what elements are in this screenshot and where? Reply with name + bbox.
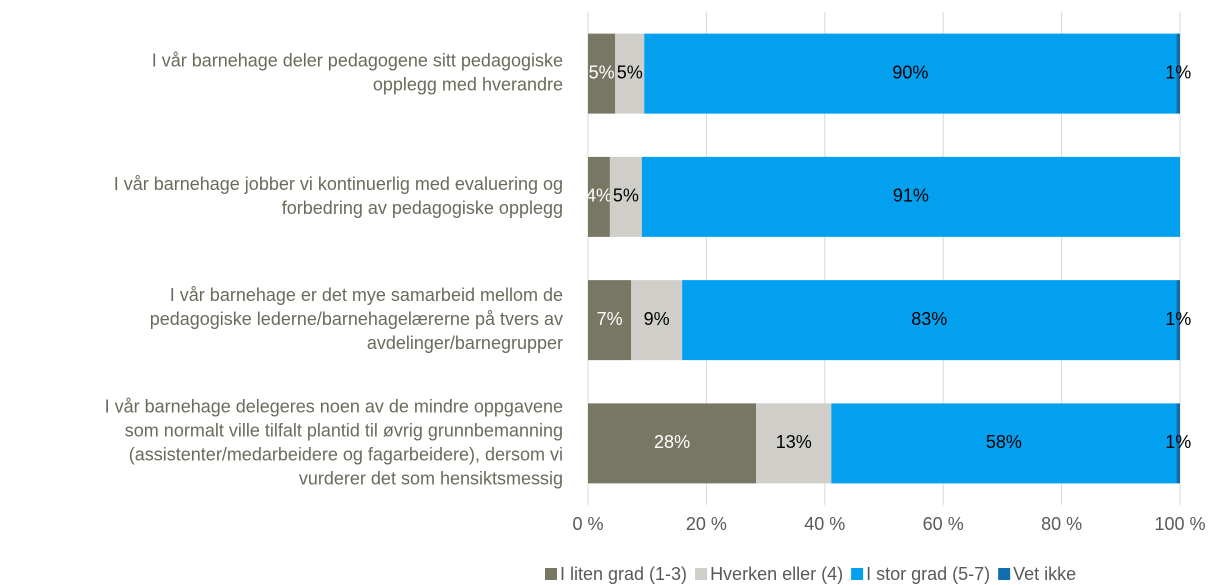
legend-label: I stor grad (5-7) [866, 564, 990, 584]
category-line: forbedring av pedagogiske opplegg [282, 198, 563, 218]
category-line: opplegg med hverandre [373, 74, 563, 94]
category-line: vurderer det som hensiktsmessig [299, 468, 563, 488]
value-label: 1% [1165, 62, 1191, 82]
value-label: 5% [613, 186, 639, 206]
x-tick-label: 40 % [804, 514, 845, 534]
value-label: 5% [617, 62, 643, 82]
category-line: avdelinger/barnegrupper [367, 333, 563, 353]
bar-segment [588, 33, 616, 114]
value-label: 91% [893, 186, 929, 206]
category-label: I vår barnehage er det mye samarbeid mel… [150, 285, 563, 353]
bar-segment [831, 403, 1177, 484]
x-tick-label: 20 % [686, 514, 727, 534]
category-line: I vår barnehage delegeres noen av de min… [105, 396, 563, 416]
value-label: 90% [892, 62, 928, 82]
category-line: I vår barnehage jobber vi kontinuerlig m… [114, 174, 563, 194]
bar-segment [1176, 280, 1180, 361]
value-label: 1% [1165, 309, 1191, 329]
bar-segment [1176, 403, 1180, 484]
legend: I liten grad (1-3) Hverken eller (4) I sto… [545, 564, 1076, 584]
bar-segment [641, 156, 1180, 237]
x-tick-label: 80 % [1041, 514, 1082, 534]
legend-label: Vet ikke [1013, 564, 1076, 584]
category-line: I vår barnehage er det mye samarbeid mel… [170, 285, 563, 305]
legend-label: Hverken eller (4) [710, 564, 843, 584]
value-label: 7% [597, 309, 623, 329]
legend-swatch [851, 568, 864, 580]
legend-swatch [545, 568, 557, 580]
value-label: 1% [1165, 432, 1191, 452]
bar-segment [588, 156, 610, 237]
x-tick-label: 0 % [572, 514, 603, 534]
bar-segment [609, 156, 642, 237]
category-line: pedagogiske lederne/barnehagelærerne på … [150, 309, 563, 329]
category-label: I vår barnehage jobber vi kontinuerlig m… [114, 174, 563, 218]
bar-segment [644, 33, 1177, 114]
bar-segment [756, 403, 832, 484]
x-tick-label: 100 % [1154, 514, 1205, 534]
legend-swatch [998, 568, 1011, 580]
bar-segment [588, 280, 632, 361]
value-label: 83% [911, 309, 947, 329]
category-label: I vår barnehage deler pedagogene sitt pe… [152, 50, 563, 94]
category-label: I vår barnehage delegeres noen av de min… [105, 396, 563, 488]
value-label: 4% [586, 186, 612, 206]
bar-segment [615, 33, 645, 114]
bar-segment [1176, 33, 1180, 114]
value-label: 58% [986, 432, 1022, 452]
category-line: som normalt ville tilfalt plantid til øv… [125, 420, 563, 440]
bar-segment [588, 403, 757, 484]
legend-label: I liten grad (1-3) [560, 564, 687, 584]
category-line: I vår barnehage deler pedagogene sitt pe… [152, 50, 563, 70]
category-line: (assistenter/medarbeidere og fagarbeider… [129, 444, 563, 464]
value-label: 5% [589, 62, 615, 82]
legend-swatch [695, 568, 708, 580]
value-label: 28% [654, 432, 690, 452]
x-tick-label: 60 % [923, 514, 964, 534]
bar-segment [682, 280, 1177, 361]
value-label: 13% [776, 432, 812, 452]
value-label: 9% [644, 309, 670, 329]
bar-segment [631, 280, 683, 361]
